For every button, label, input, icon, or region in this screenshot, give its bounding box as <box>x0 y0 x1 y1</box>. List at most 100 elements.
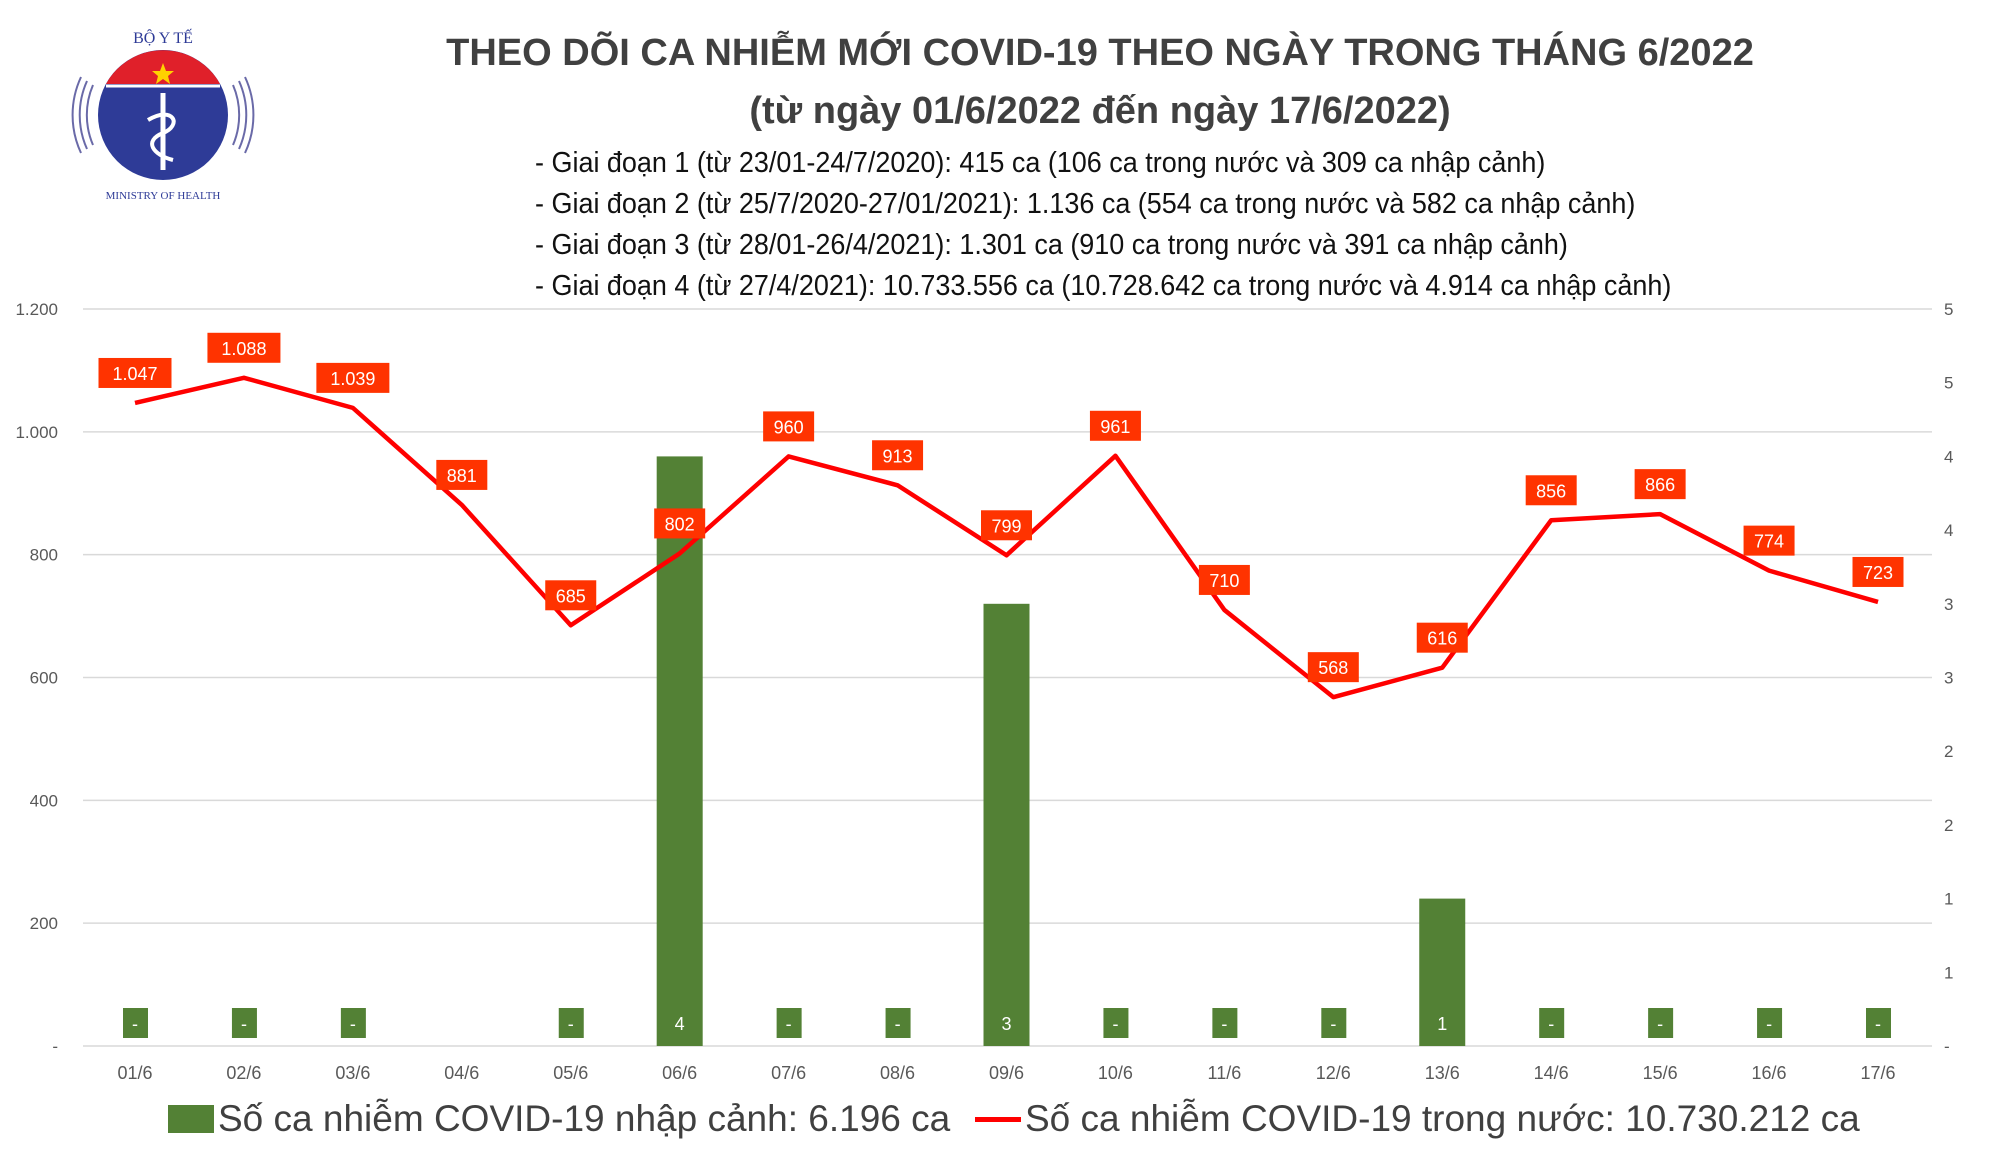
x-tick-label: 12/6 <box>1316 1063 1351 1083</box>
bar-data-label: 1 <box>1437 1014 1447 1034</box>
bar-label-box <box>1648 1008 1674 1038</box>
line-data-label: 685 <box>556 586 586 606</box>
left-tick-label: 200 <box>30 914 58 933</box>
line-data-label: 710 <box>1209 571 1239 591</box>
bar-data-label: - <box>1875 1014 1881 1034</box>
line-data-label: 913 <box>883 446 913 466</box>
bar-label-box <box>340 1008 366 1038</box>
right-tick-label: 3 <box>1944 595 1953 614</box>
bar <box>1419 898 1466 1046</box>
line-label-box <box>1634 469 1686 500</box>
line-label-box <box>1416 622 1468 653</box>
x-tick-label: 06/6 <box>662 1063 697 1083</box>
line-data-label: 568 <box>1318 658 1348 678</box>
bar-data-label: - <box>132 1014 138 1034</box>
left-tick-label: 400 <box>30 791 58 810</box>
line-data-label: 1.047 <box>112 364 157 384</box>
bar-data-label: - <box>568 1014 574 1034</box>
bar-data-label: - <box>895 1014 901 1034</box>
left-tick-label: 1.200 <box>15 300 58 319</box>
x-tick-label: 07/6 <box>771 1063 806 1083</box>
bar-label-box <box>123 1008 148 1038</box>
bar-label-box <box>1321 1008 1347 1038</box>
line-label-box <box>1743 525 1795 556</box>
bar <box>656 456 703 1046</box>
x-tick-label: 11/6 <box>1208 1063 1242 1083</box>
x-tick-label: 15/6 <box>1643 1063 1678 1083</box>
bar-label-box <box>885 1008 911 1038</box>
x-tick-label: 03/6 <box>335 1063 370 1083</box>
bar-label-box <box>1212 1008 1238 1038</box>
bar-data-label: - <box>1548 1014 1554 1034</box>
x-tick-label: 09/6 <box>989 1063 1024 1083</box>
left-tick-label: 800 <box>30 546 58 565</box>
line-label-box <box>1198 564 1250 595</box>
phase-line: - Giai đoạn 3 (từ 28/01-26/4/2021): 1.30… <box>535 229 1568 261</box>
logo-text-top: BỘ Y TẾ <box>133 28 193 47</box>
line-label-box <box>981 510 1032 541</box>
x-tick-label: 17/6 <box>1860 1063 1895 1083</box>
logo-text-bottom: MINISTRY OF HEALTH <box>106 190 221 202</box>
bar-label-box <box>1539 1008 1565 1038</box>
line-data-label: 616 <box>1427 629 1457 649</box>
bar-data-label: - <box>241 1014 247 1034</box>
line-label-box <box>872 440 924 471</box>
left-tick-label: - <box>52 1037 58 1056</box>
x-tick-label: 02/6 <box>226 1063 261 1083</box>
logo: BỘ Y TẾ MINISTRY OF HEALTH <box>71 28 255 202</box>
line-label-box <box>654 508 706 539</box>
line-label-box <box>316 362 390 393</box>
x-tick-label: 08/6 <box>880 1063 915 1083</box>
phase-line: - Giai đoạn 1 (từ 23/01-24/7/2020): 415 … <box>535 147 1546 179</box>
x-tick-label: 14/6 <box>1534 1063 1569 1083</box>
bar-data-label: - <box>1766 1014 1772 1034</box>
legend-label-bar: Số ca nhiễm COVID-19 nhập cảnh: 6.196 ca <box>218 1098 951 1139</box>
line-data-label: 961 <box>1100 417 1130 437</box>
line-label-box <box>1852 556 1904 587</box>
phase-summary: - Giai đoạn 1 (từ 23/01-24/7/2020): 415 … <box>535 143 1671 307</box>
right-tick-label: 4 <box>1944 447 1953 466</box>
bar-label-box <box>558 1008 584 1038</box>
bar-label-box <box>1866 1008 1891 1038</box>
legend-label-line: Số ca nhiễm COVID-19 trong nước: 10.730.… <box>1025 1098 1860 1139</box>
bar-data-label: - <box>1657 1014 1663 1034</box>
phase-line: - Giai đoạn 4 (từ 27/4/2021): 10.733.556… <box>535 270 1672 302</box>
chart-title: THEO DÕI CA NHIỄM MỚI COVID-19 THEO NGÀY… <box>446 32 1754 74</box>
line-data-label: 799 <box>991 516 1021 536</box>
right-tick-label: 1 <box>1944 963 1953 982</box>
chart-subtitle: (từ ngày 01/6/2022 đến ngày 17/6/2022) <box>749 90 1451 132</box>
x-tick-label: 13/6 <box>1425 1063 1460 1083</box>
x-tick-label: 05/6 <box>553 1063 588 1083</box>
bar-data-label: 4 <box>675 1014 685 1034</box>
line-label-box <box>436 459 488 490</box>
line-data-label: 960 <box>774 417 804 437</box>
line-data-label: 866 <box>1645 475 1675 495</box>
right-tick-label: - <box>1944 1037 1950 1056</box>
line-data-label: 1.088 <box>221 339 266 359</box>
line-label-box <box>1089 410 1141 441</box>
bar-label-box <box>776 1008 802 1038</box>
line-label-box <box>98 357 172 388</box>
line-label-box <box>1525 475 1577 506</box>
x-tick-label: 04/6 <box>444 1063 479 1083</box>
bar-data-label: - <box>1112 1014 1118 1034</box>
right-tick-label: 2 <box>1944 742 1953 761</box>
bar-label-box <box>1757 1008 1783 1038</box>
left-tick-label: 600 <box>30 669 58 688</box>
phase-line: - Giai đoạn 2 (từ 25/7/2020-27/01/2021):… <box>535 188 1636 220</box>
right-tick-label: 2 <box>1944 816 1953 835</box>
line-data-label: 723 <box>1863 563 1893 583</box>
bar-data-label: 3 <box>1001 1014 1011 1034</box>
bar-label-box <box>1103 1008 1129 1038</box>
right-tick-label: 4 <box>1944 521 1953 540</box>
line-data-label: 881 <box>447 466 477 486</box>
right-tick-label: 1 <box>1944 890 1953 909</box>
plot-area: - 200 400 600 800 1.000 1.200 - 1 1 2 2 3 3 4 4 5 5 01/6 - 0… <box>15 300 1953 1083</box>
line-series <box>134 375 1879 700</box>
right-tick-label: 5 <box>1944 300 1953 319</box>
left-tick-label: 1.000 <box>15 423 58 442</box>
x-tick-label: 10/6 <box>1098 1063 1133 1083</box>
legend-swatch-bar <box>168 1105 214 1133</box>
line-label-box <box>1307 652 1359 683</box>
line-data-label: 802 <box>665 514 695 534</box>
